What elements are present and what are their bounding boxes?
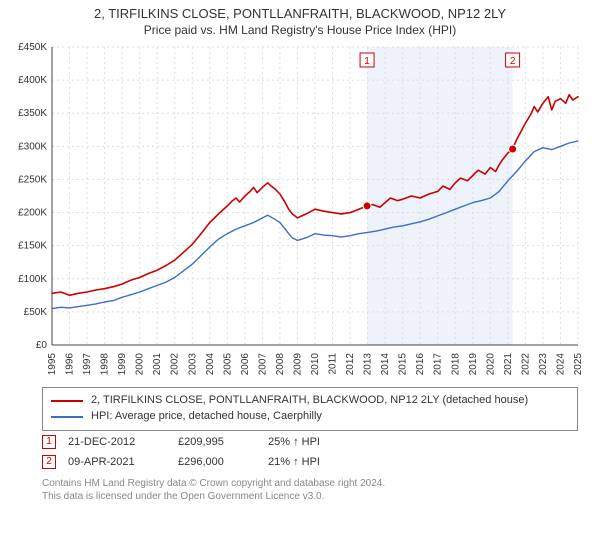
event-delta: 21% ↑ HPI xyxy=(268,456,388,468)
svg-text:1: 1 xyxy=(364,56,370,67)
svg-text:£100K: £100K xyxy=(18,274,47,285)
legend-item: 2, TIRFILKINS CLOSE, PONTLLANFRAITH, BLA… xyxy=(51,393,569,409)
event-date: 21-DEC-2012 xyxy=(68,436,178,448)
svg-text:2018: 2018 xyxy=(450,352,461,375)
event-marker: 2 xyxy=(42,455,56,469)
chart-subtitle: Price paid vs. HM Land Registry's House … xyxy=(0,23,600,41)
svg-text:1995: 1995 xyxy=(47,352,58,375)
svg-text:£50K: £50K xyxy=(24,307,48,318)
event-price: £296,000 xyxy=(178,456,268,468)
svg-text:£200K: £200K xyxy=(18,207,47,218)
svg-text:2005: 2005 xyxy=(222,352,233,375)
chart-area: £0 £50K £100K £150K £200K £250K £300K £350K £400… xyxy=(10,41,590,381)
svg-text:2014: 2014 xyxy=(380,352,391,375)
svg-text:2001: 2001 xyxy=(152,352,163,375)
legend-label: 2, TIRFILKINS CLOSE, PONTLLANFRAITH, BLA… xyxy=(91,393,528,409)
legend-swatch xyxy=(51,400,83,402)
svg-text:2009: 2009 xyxy=(292,352,303,375)
chart-container: 2, TIRFILKINS CLOSE, PONTLLANFRAITH, BLA… xyxy=(0,0,600,560)
svg-text:2004: 2004 xyxy=(205,352,216,375)
svg-text:2015: 2015 xyxy=(398,352,409,375)
svg-text:2008: 2008 xyxy=(275,352,286,375)
line-chart: £0 £50K £100K £150K £200K £250K £300K £350K £400… xyxy=(10,41,590,381)
event-marker: 1 xyxy=(42,435,56,449)
legend-item: HPI: Average price, detached house, Caer… xyxy=(51,409,569,425)
svg-text:£450K: £450K xyxy=(18,42,47,53)
svg-text:2006: 2006 xyxy=(240,352,251,375)
svg-text:2024: 2024 xyxy=(555,352,566,375)
legend-box: 2, TIRFILKINS CLOSE, PONTLLANFRAITH, BLA… xyxy=(42,387,578,431)
legend-label: HPI: Average price, detached house, Caer… xyxy=(91,409,322,425)
svg-text:£250K: £250K xyxy=(18,174,47,185)
svg-text:£0: £0 xyxy=(36,340,48,351)
legend-swatch xyxy=(51,416,83,418)
svg-text:£150K: £150K xyxy=(18,241,47,252)
svg-text:2017: 2017 xyxy=(433,352,444,375)
svg-text:£400K: £400K xyxy=(18,75,47,86)
svg-text:2002: 2002 xyxy=(170,352,181,375)
svg-text:1997: 1997 xyxy=(82,352,93,375)
svg-text:2: 2 xyxy=(510,56,516,67)
svg-text:2022: 2022 xyxy=(520,352,531,375)
svg-text:2007: 2007 xyxy=(257,352,268,375)
svg-text:2003: 2003 xyxy=(187,352,198,375)
svg-text:2012: 2012 xyxy=(345,352,356,375)
svg-text:1996: 1996 xyxy=(65,352,76,375)
svg-text:2025: 2025 xyxy=(573,352,584,375)
svg-text:2013: 2013 xyxy=(363,352,374,375)
svg-text:2000: 2000 xyxy=(135,352,146,375)
footer-line: This data is licensed under the Open Gov… xyxy=(42,490,578,504)
svg-text:1999: 1999 xyxy=(117,352,128,375)
svg-text:2016: 2016 xyxy=(415,352,426,375)
svg-text:2021: 2021 xyxy=(503,352,514,375)
svg-text:2019: 2019 xyxy=(468,352,479,375)
svg-text:2010: 2010 xyxy=(310,352,321,375)
event-date: 09-APR-2021 xyxy=(68,456,178,468)
footer-line: Contains HM Land Registry data © Crown c… xyxy=(42,477,578,491)
svg-text:£300K: £300K xyxy=(18,141,47,152)
events-table: 1 21-DEC-2012£209,99525% ↑ HPI 2 09-APR-202… xyxy=(42,435,578,469)
chart-title: 2, TIRFILKINS CLOSE, PONTLLANFRAITH, BLA… xyxy=(0,0,600,23)
footer-attribution: Contains HM Land Registry data © Crown c… xyxy=(42,477,578,504)
svg-text:£350K: £350K xyxy=(18,108,47,119)
svg-text:2020: 2020 xyxy=(485,352,496,375)
svg-text:2023: 2023 xyxy=(538,352,549,375)
event-price: £209,995 xyxy=(178,436,268,448)
svg-text:2011: 2011 xyxy=(328,352,339,374)
event-delta: 25% ↑ HPI xyxy=(268,436,388,448)
svg-text:1998: 1998 xyxy=(100,352,111,375)
